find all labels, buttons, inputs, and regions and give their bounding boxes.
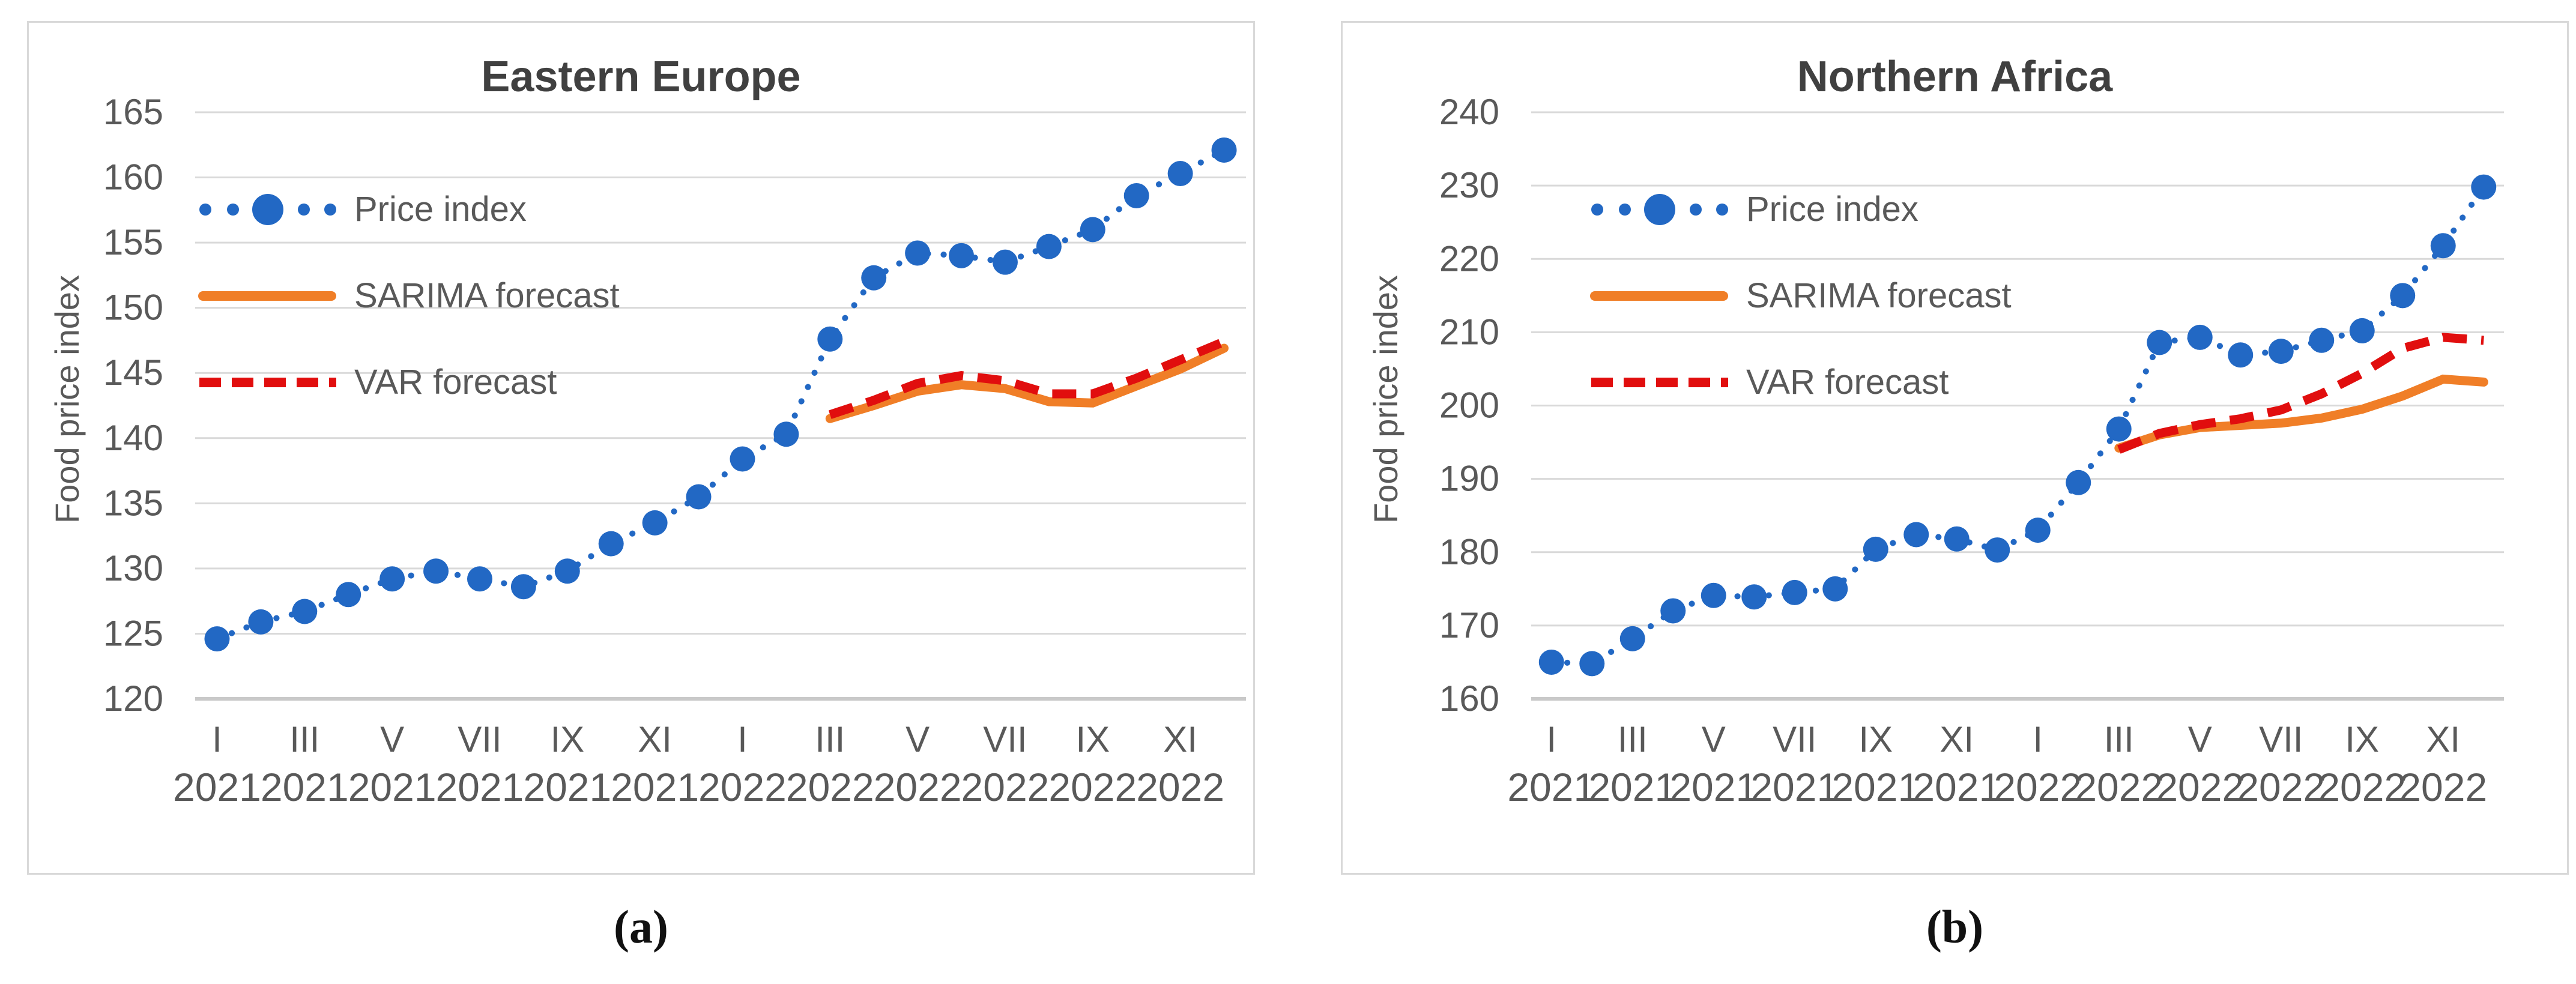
price-index-dotted-marker-icon <box>1591 194 1728 225</box>
legend-label: SARIMA forecast <box>1746 276 2012 315</box>
chart-b-y-axis-title: Food price index <box>1367 274 1404 524</box>
chart-b-legend: Price index SARIMA forecast VAR forecast <box>1590 166 2012 426</box>
chart-panel-a <box>27 21 1255 875</box>
legend-label: SARIMA forecast <box>354 276 620 315</box>
var-dashed-line-icon <box>1591 378 1728 387</box>
legend-label: VAR forecast <box>1746 363 1949 402</box>
sarima-solid-line-icon <box>198 291 336 301</box>
legend-row-sarima-forecast: SARIMA forecast <box>1590 253 2012 339</box>
chart-a-title: Eastern Europe <box>481 53 801 101</box>
legend-row-var-forecast: VAR forecast <box>198 339 620 426</box>
legend-row-sarima-forecast: SARIMA forecast <box>198 253 620 339</box>
subfigure-a-caption: (a) <box>614 901 668 953</box>
legend-label: Price index <box>1746 190 1918 229</box>
sarima-solid-line-icon <box>1590 291 1728 301</box>
var-dashed-line-icon <box>199 378 336 387</box>
legend-label: Price index <box>354 190 527 229</box>
subfigure-b-caption: (b) <box>1926 901 1984 953</box>
legend-row-price-index: Price index <box>1590 166 2012 253</box>
legend-label: VAR forecast <box>354 363 557 402</box>
chart-panel-b <box>1341 21 2569 875</box>
chart-a-legend: Price index SARIMA forecast VAR forecast <box>198 166 620 426</box>
chart-b-title: Northern Africa <box>1797 53 2113 101</box>
price-index-dotted-marker-icon <box>199 194 336 225</box>
legend-row-price-index: Price index <box>198 166 620 253</box>
legend-row-var-forecast: VAR forecast <box>1590 339 2012 426</box>
chart-a-y-axis-title: Food price index <box>48 274 86 524</box>
